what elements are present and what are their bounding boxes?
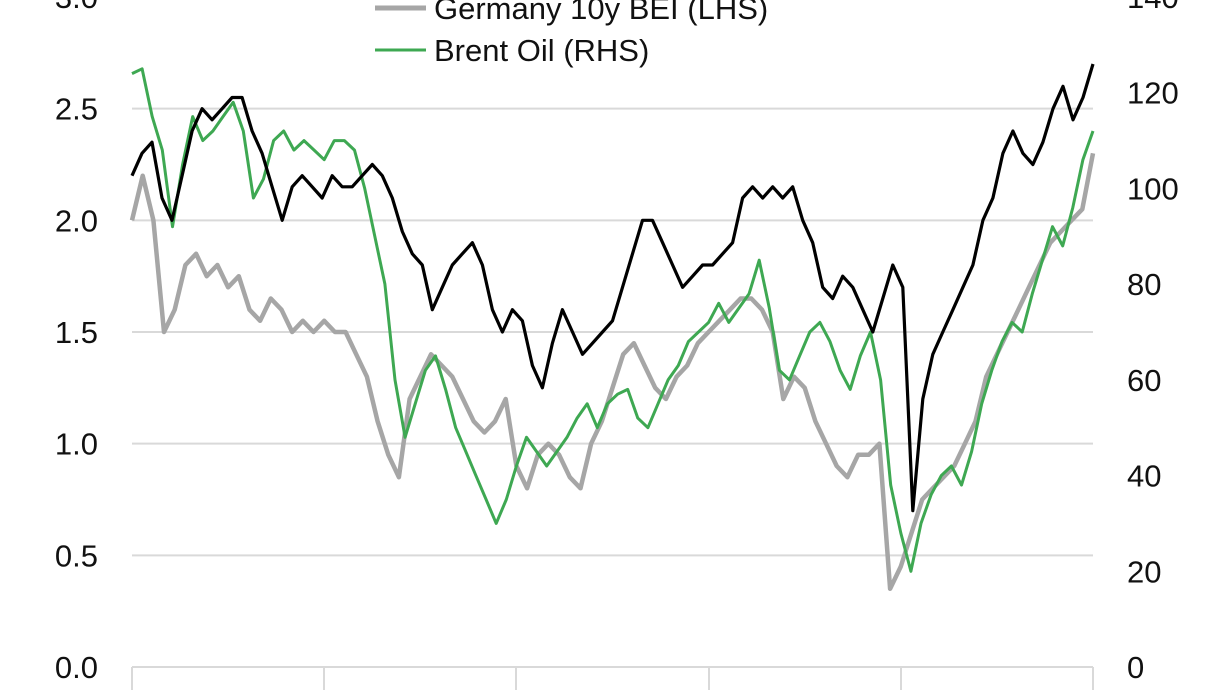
- legend-label-bei: Germany 10y BEI (LHS): [434, 0, 768, 26]
- left-tick-label: 0.0: [55, 650, 98, 685]
- series-line-brent-oil: [131, 67, 1095, 573]
- left-tick-label: 0.5: [55, 538, 98, 573]
- legend: Germany 10y BEI (LHS) Brent Oil (RHS): [375, 0, 768, 68]
- series-line-germany-bei: [129, 152, 1096, 592]
- right-tick-label: 80: [1127, 267, 1161, 302]
- right-tick-label: 40: [1127, 459, 1161, 494]
- right-tick-label: 120: [1127, 76, 1179, 111]
- right-tick-label: 100: [1127, 171, 1179, 206]
- right-tick-label: 60: [1127, 363, 1161, 398]
- left-tick-label: 2.5: [55, 92, 98, 127]
- right-tick-label: 0: [1127, 650, 1144, 685]
- x-axis: [131, 666, 1094, 690]
- legend-entry-brent: Brent Oil (RHS): [375, 33, 649, 68]
- left-axis-ticks: 0.0 0.5 1.0 1.5 2.0 2.5 3.0: [55, 0, 98, 685]
- right-tick-label: 20: [1127, 554, 1161, 589]
- left-tick-label: 1.0: [55, 427, 98, 462]
- legend-entry-bei: Germany 10y BEI (LHS): [375, 0, 768, 26]
- series-line-black: [130, 63, 1095, 513]
- legend-label-brent: Brent Oil (RHS): [434, 33, 649, 68]
- series-lines: [129, 63, 1096, 592]
- left-tick-label: 1.5: [55, 315, 98, 350]
- left-tick-label: 3.0: [55, 0, 98, 15]
- left-tick-label: 2.0: [55, 203, 98, 238]
- right-axis-ticks: 0 20 40 60 80 100 120 140: [1127, 0, 1179, 685]
- right-tick-label: 140: [1127, 0, 1179, 15]
